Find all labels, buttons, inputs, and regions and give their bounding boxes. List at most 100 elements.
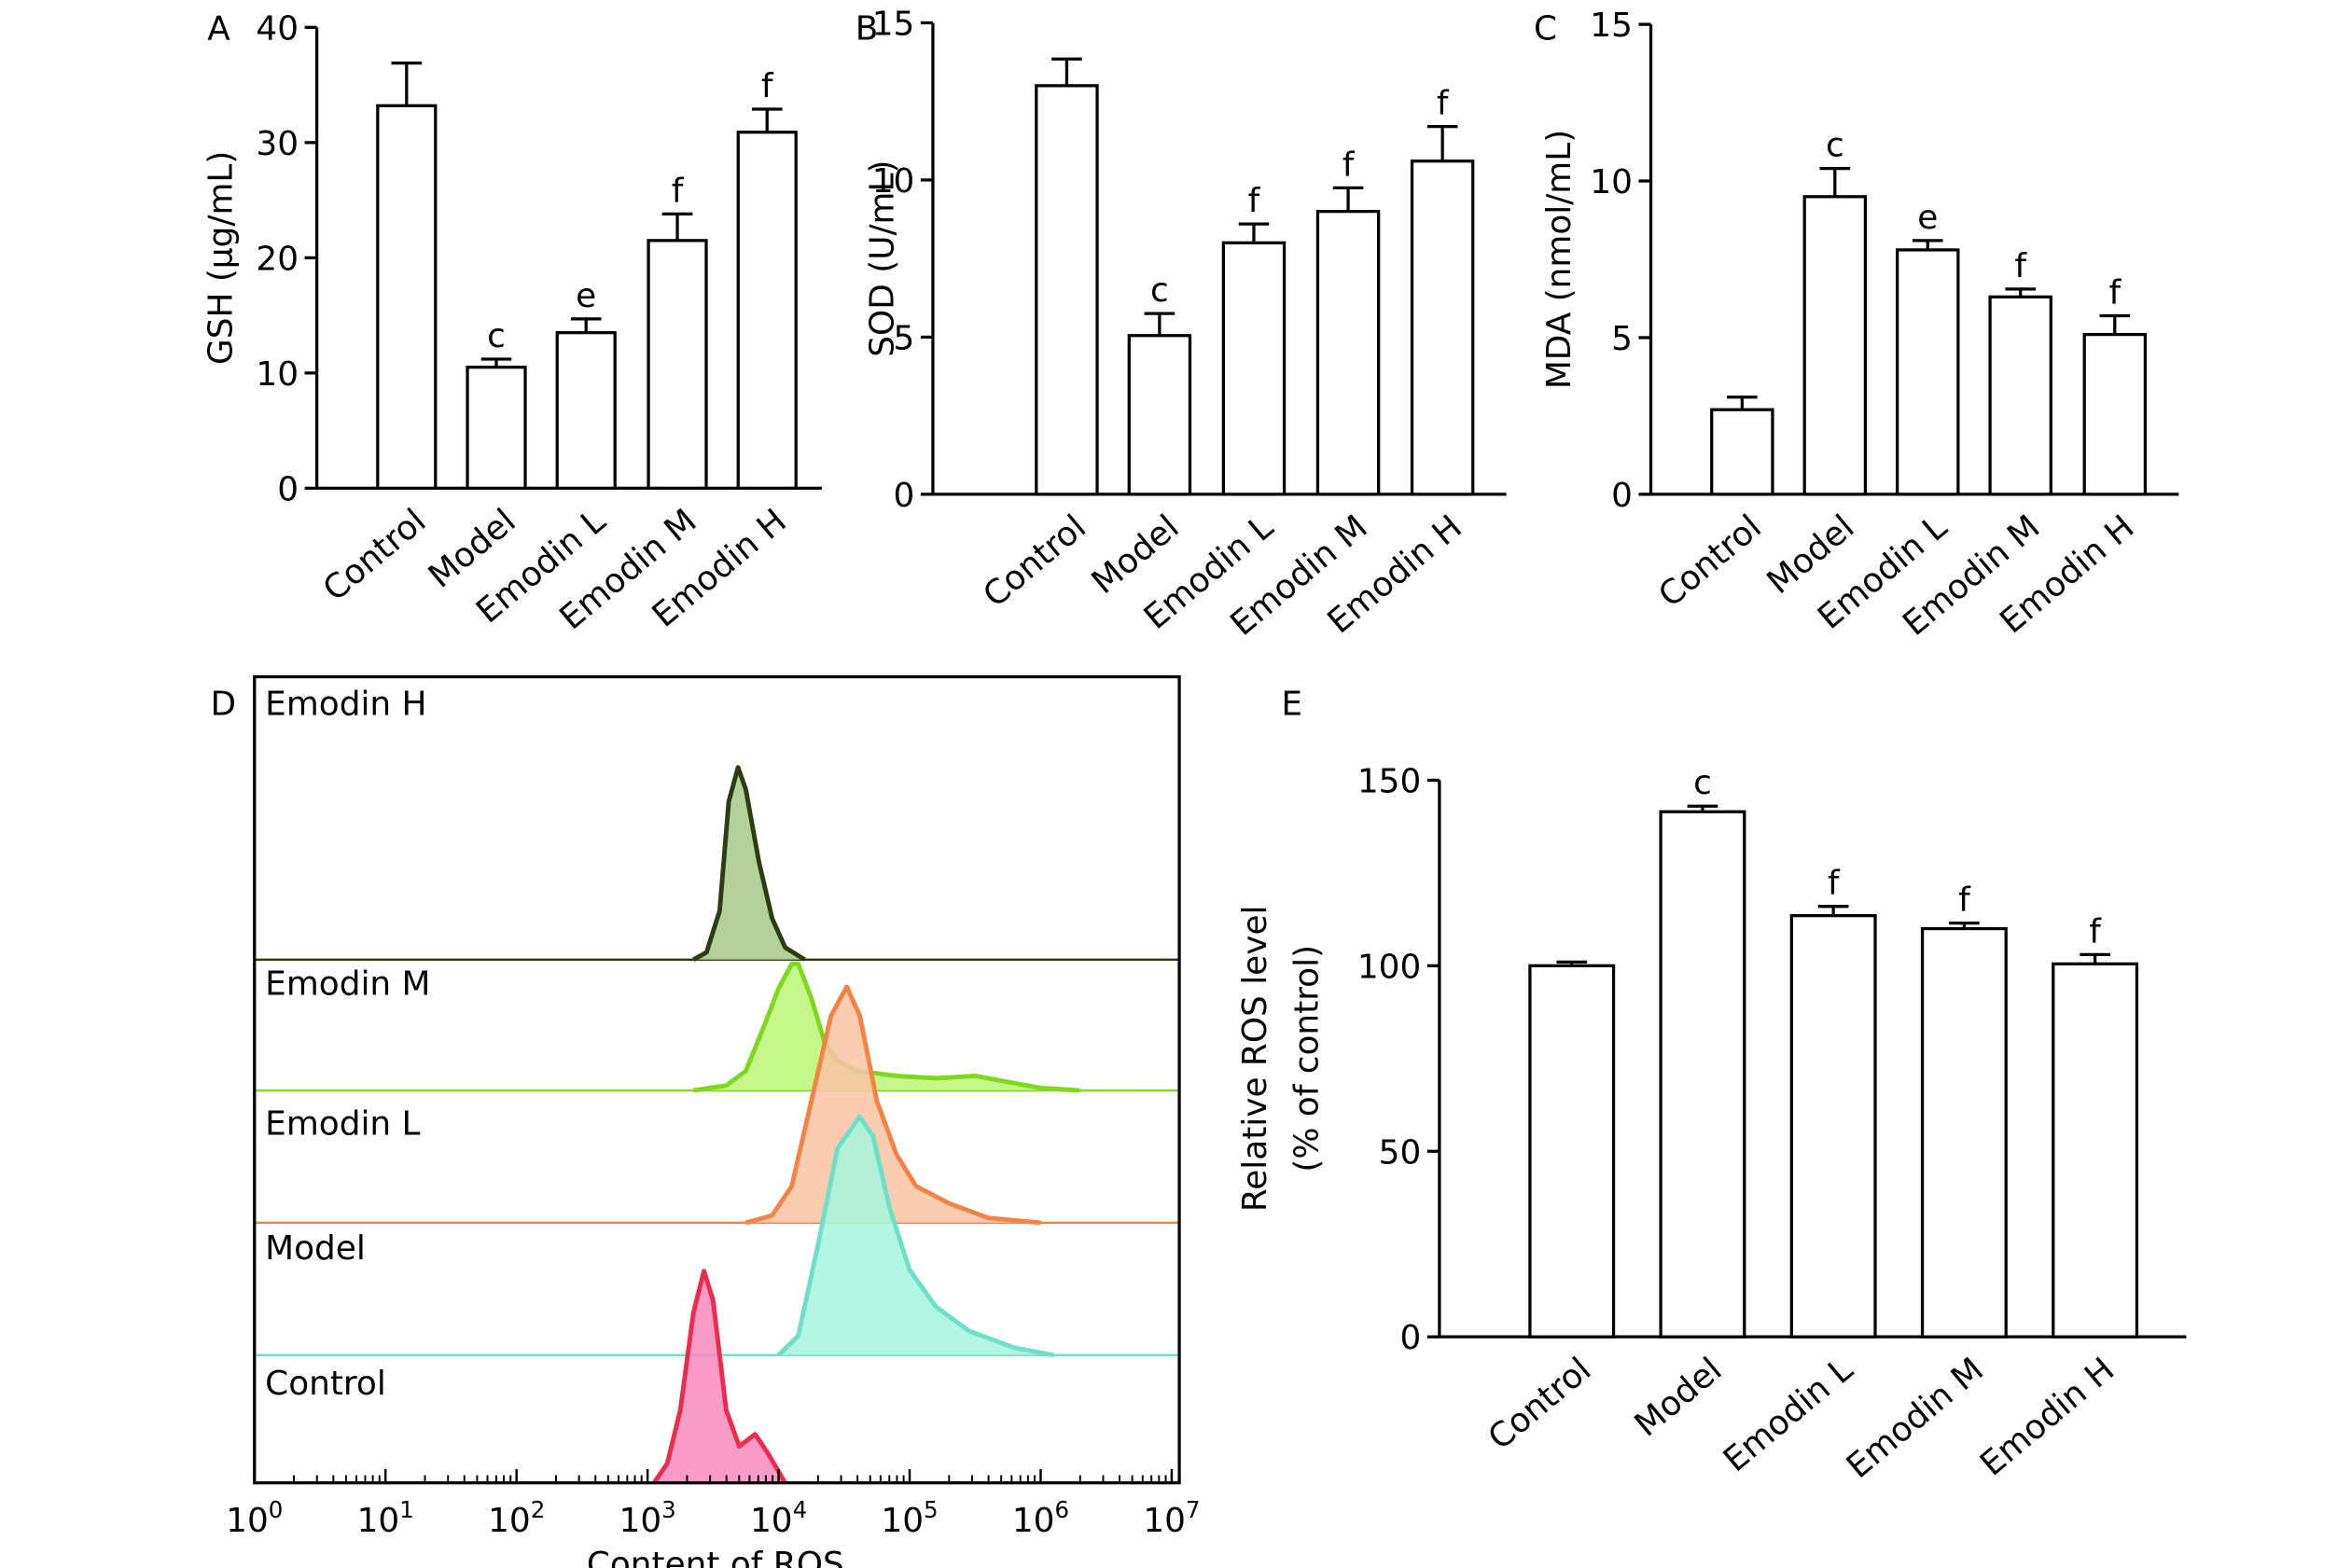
category-label: Control: [1651, 508, 1769, 616]
category-label: Emodin L: [1717, 1351, 1860, 1479]
category-label: Emodin M: [1840, 1351, 1991, 1486]
y-tick-label: 10: [872, 162, 915, 201]
category-label: Control: [976, 508, 1093, 616]
panel-letter: D: [210, 685, 236, 723]
histogram-line-control: [652, 1269, 787, 1485]
bar-model: [1802, 195, 1868, 496]
y-tick-label: 10: [256, 355, 299, 394]
significance-label: c: [487, 317, 506, 355]
histogram-label: Emodin M: [265, 964, 430, 1003]
bar-model: [1127, 334, 1192, 496]
bar-emodin-h: [2052, 962, 2139, 1339]
x-tick-label: 106: [1012, 1496, 1069, 1540]
category-label: Control: [1482, 1351, 1599, 1458]
x-tick-label: 101: [357, 1496, 414, 1540]
bar-model: [1659, 810, 1746, 1339]
x-tick-label: 104: [750, 1496, 807, 1540]
y-tick-label: 15: [872, 6, 915, 44]
y-tick-label: 0: [1399, 1319, 1421, 1357]
y-axis-label: Relative ROS level: [1236, 906, 1274, 1213]
bar-emodin-l: [555, 331, 617, 491]
histogram-fill-control: [654, 1270, 786, 1483]
y-tick-label: 10: [1590, 163, 1633, 201]
y-axis-label: GSH (μg/mL): [202, 151, 240, 365]
significance-label: c: [1826, 127, 1844, 165]
significance-label: e: [576, 277, 596, 315]
histogram-label: Emodin H: [265, 685, 426, 723]
bar-emodin-l: [1221, 241, 1287, 496]
y-tick-label: 5: [1611, 320, 1633, 358]
significance-label: f: [1958, 881, 1971, 920]
category-label: Emodin H: [1973, 1351, 2121, 1484]
x-axis-label: Content of ROS: [587, 1546, 844, 1568]
bar-control: [1710, 408, 1774, 496]
plot-frame: [253, 674, 1181, 1485]
x-tick-label: 105: [881, 1496, 938, 1540]
y-axis-label: (% of control): [1287, 945, 1326, 1173]
panel-letter: E: [1281, 685, 1302, 723]
significance-label: f: [1437, 85, 1450, 123]
y-tick-label: 50: [1379, 1133, 1422, 1172]
y-tick-label: 0: [894, 477, 915, 515]
y-tick-label: 40: [256, 9, 299, 48]
y-tick-label: 0: [277, 470, 299, 508]
bar-emodin-m: [647, 239, 708, 491]
panel-letter: A: [207, 9, 230, 48]
category-label: Control: [316, 502, 434, 609]
x-tick-label: 102: [488, 1496, 545, 1540]
y-tick-label: 20: [256, 240, 299, 278]
significance-label: f: [761, 67, 774, 105]
histogram-label: Model: [265, 1229, 366, 1268]
histogram-label: Control: [265, 1365, 386, 1403]
y-tick-label: 0: [1611, 477, 1633, 515]
significance-label: f: [2014, 247, 2027, 285]
bar-emodin-l: [1789, 914, 1877, 1339]
y-tick-label: 100: [1357, 948, 1421, 986]
panel-D: D Emodin H Emodin M Emodin L Model Control 100…: [210, 674, 1201, 1568]
bar-emodin-m: [1920, 926, 2008, 1339]
bar-emodin-h: [1410, 160, 1475, 496]
bar-emodin-l: [1896, 248, 1960, 496]
histogram-fill-emodin-l: [745, 986, 1041, 1223]
x-tick-label: 107: [1143, 1496, 1200, 1540]
y-tick-label: 15: [1590, 7, 1633, 45]
histogram-line-emodin-h: [692, 765, 806, 962]
bar-control: [1035, 84, 1099, 496]
significance-label: f: [2108, 273, 2121, 312]
significance-label: f: [672, 172, 685, 210]
panel-letter: C: [1534, 9, 1557, 48]
x-tick-label: 100: [226, 1496, 283, 1540]
histogram-line-emodin-l: [744, 984, 1041, 1226]
y-tick-label: 5: [894, 319, 915, 357]
histogram-fill-emodin-m: [693, 964, 1080, 1091]
histogram-fill-model: [778, 1117, 1054, 1355]
significance-label: c: [1693, 764, 1712, 802]
y-tick-label: 150: [1357, 762, 1421, 800]
bar-model: [466, 366, 527, 491]
bar-control: [376, 104, 438, 491]
significance-label: f: [1828, 865, 1841, 903]
y-tick-label: 30: [256, 125, 299, 163]
panel-letter: B: [856, 9, 879, 48]
significance-label: e: [1917, 199, 1938, 237]
bar-emodin-m: [1988, 295, 2052, 496]
bar-control: [1528, 964, 1616, 1339]
y-axis-label: MDA (nmol/mL): [1540, 130, 1579, 389]
significance-label: f: [1248, 182, 1261, 220]
significance-label: f: [1342, 146, 1356, 184]
y-axis-label: SOD (U/mL): [864, 160, 902, 357]
histogram-line-model: [776, 1114, 1055, 1358]
bar-emodin-h: [2082, 332, 2148, 496]
significance-label: c: [1150, 271, 1169, 310]
significance-label: f: [2089, 912, 2102, 951]
category-label: Model: [1628, 1351, 1730, 1445]
bar-emodin-h: [736, 131, 798, 491]
bar-emodin-m: [1315, 210, 1381, 496]
panel-E: E 0 50 100 150 Relative ROS level (% of contro…: [1236, 685, 2187, 1486]
x-tick-label: 103: [619, 1496, 676, 1540]
histogram-label: Emodin L: [265, 1104, 420, 1143]
